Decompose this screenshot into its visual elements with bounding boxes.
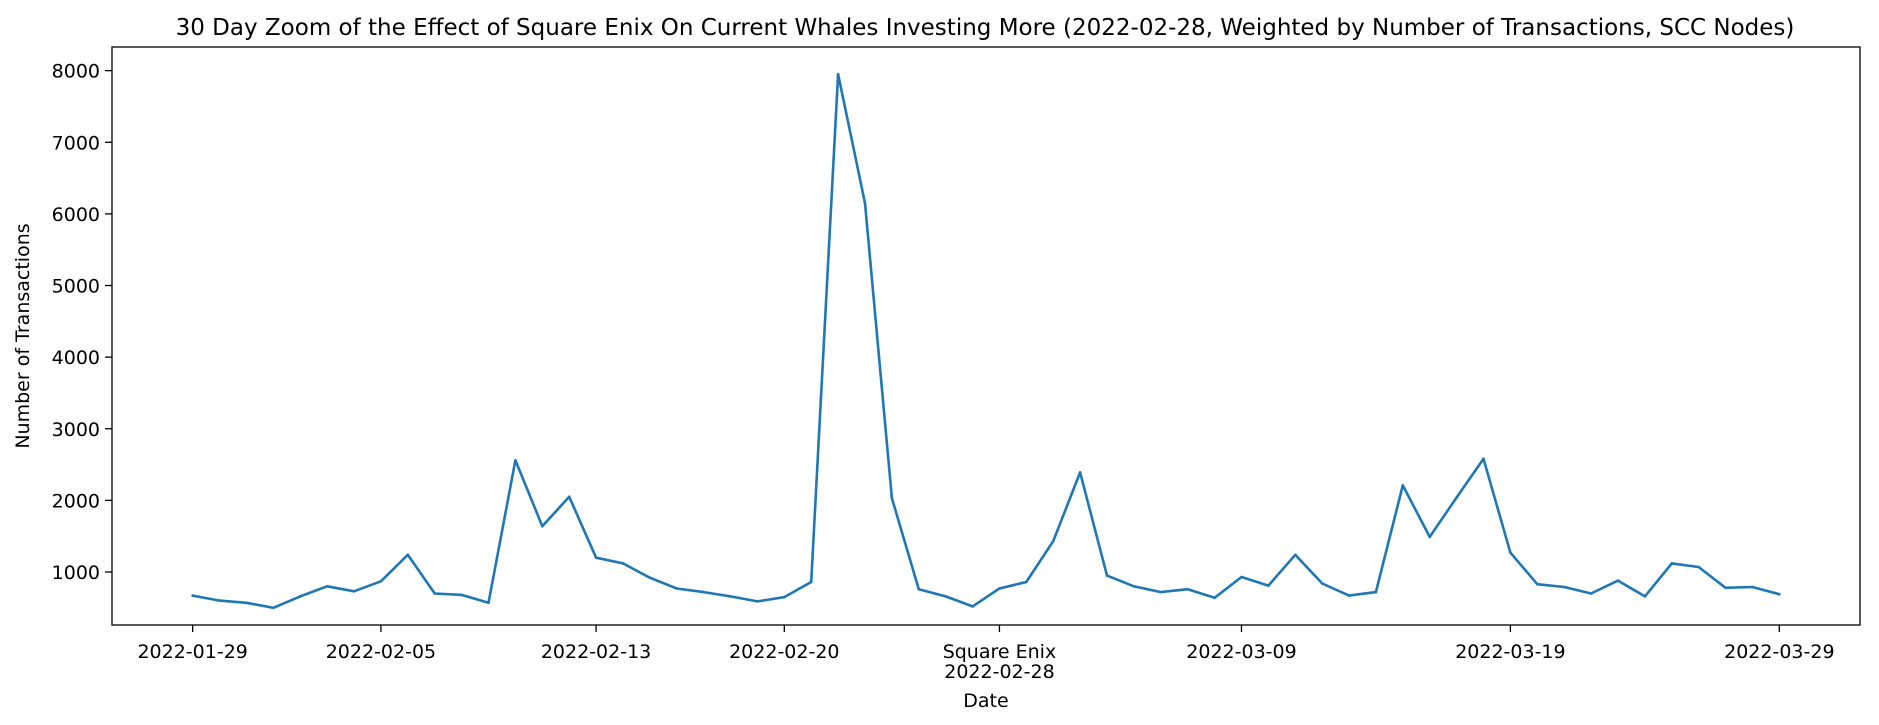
data-point xyxy=(1132,585,1136,588)
x-axis: 2022-01-29 2022-02-05 2022-02-13 2022-02-20… xyxy=(137,625,1835,683)
x-tick-label: 2022-03-29 xyxy=(1724,641,1834,663)
data-point xyxy=(1751,585,1754,589)
data-point xyxy=(971,605,974,608)
data-point xyxy=(1240,575,1243,579)
data-point xyxy=(1482,457,1485,461)
y-tick-label: 3000 xyxy=(52,419,100,441)
data-point xyxy=(1078,471,1082,474)
data-point xyxy=(944,595,947,598)
data-point xyxy=(460,593,463,597)
y-axis-title: Number of Transactions xyxy=(12,223,34,448)
data-point xyxy=(1509,551,1512,554)
data-point xyxy=(1105,574,1109,577)
data-point xyxy=(514,459,517,462)
y-tick-label: 7000 xyxy=(52,132,100,154)
plot-area xyxy=(111,46,1861,626)
data-point xyxy=(594,556,598,559)
data-point xyxy=(567,495,571,499)
series-line xyxy=(191,72,1781,610)
data-point xyxy=(1347,594,1351,597)
x-tick-label: 2022-03-19 xyxy=(1455,641,1565,663)
chart-title: 30 Day Zoom of the Effect of Square Enix… xyxy=(176,15,1795,41)
y-tick-label: 6000 xyxy=(52,204,100,226)
data-point xyxy=(756,600,759,603)
data-point xyxy=(863,201,867,205)
data-point xyxy=(1051,539,1055,543)
data-point xyxy=(809,580,813,584)
data-points xyxy=(191,72,1781,610)
y-tick-label: 5000 xyxy=(52,276,100,298)
x-tick-label: 2022-03-09 xyxy=(1186,641,1296,663)
data-point xyxy=(1320,582,1324,585)
data-point xyxy=(1589,592,1593,595)
data-point xyxy=(1401,484,1405,487)
x-tick-label: 2022-01-29 xyxy=(137,641,247,663)
data-point xyxy=(1428,535,1431,539)
data-point xyxy=(1643,595,1647,598)
data-point xyxy=(1455,496,1458,499)
data-point xyxy=(998,587,1001,590)
data-point xyxy=(379,580,383,583)
data-point xyxy=(245,601,248,605)
data-point xyxy=(1724,586,1727,590)
data-point xyxy=(1616,579,1620,582)
y-tick-label: 1000 xyxy=(52,562,100,584)
data-point xyxy=(1562,585,1566,589)
data-point xyxy=(1778,592,1781,596)
data-point xyxy=(433,592,437,595)
data-point xyxy=(621,562,625,565)
y-axis: 1000 2000 3000 4000 5000 6000 7000 8000 xyxy=(52,61,112,584)
data-point xyxy=(890,496,894,500)
data-point xyxy=(1536,582,1539,586)
data-point xyxy=(191,594,194,597)
data-point xyxy=(1025,580,1028,584)
data-point xyxy=(1294,553,1297,557)
data-point xyxy=(352,590,356,593)
data-point xyxy=(218,599,221,602)
data-point xyxy=(541,524,544,528)
data-point xyxy=(675,587,678,590)
data-point xyxy=(729,595,732,598)
event-label: Square Enix xyxy=(943,641,1057,663)
data-point xyxy=(1670,562,1674,565)
data-point xyxy=(406,553,410,557)
x-tick-label: 2022-02-05 xyxy=(326,641,436,663)
data-point xyxy=(783,595,786,599)
x-tick-label: 2022-02-20 xyxy=(729,641,839,663)
data-point xyxy=(272,606,275,610)
data-point xyxy=(487,601,490,605)
data-point xyxy=(836,72,840,76)
x-axis-title: Date xyxy=(963,690,1008,712)
data-point xyxy=(1267,584,1270,587)
data-point xyxy=(325,585,329,588)
data-point xyxy=(1374,590,1378,594)
data-point xyxy=(702,590,705,594)
x-tick-label: 2022-02-28 xyxy=(944,661,1054,683)
x-tick-label: 2022-02-13 xyxy=(541,641,651,663)
data-point xyxy=(1697,565,1700,569)
y-tick-label: 2000 xyxy=(52,490,100,512)
y-tick-label: 4000 xyxy=(52,347,100,369)
data-point xyxy=(1186,587,1189,591)
data-point xyxy=(1213,596,1216,600)
data-point xyxy=(298,595,302,598)
data-point xyxy=(1159,590,1163,594)
y-tick-label: 8000 xyxy=(52,61,100,83)
data-point xyxy=(648,576,652,579)
data-point xyxy=(917,587,921,591)
